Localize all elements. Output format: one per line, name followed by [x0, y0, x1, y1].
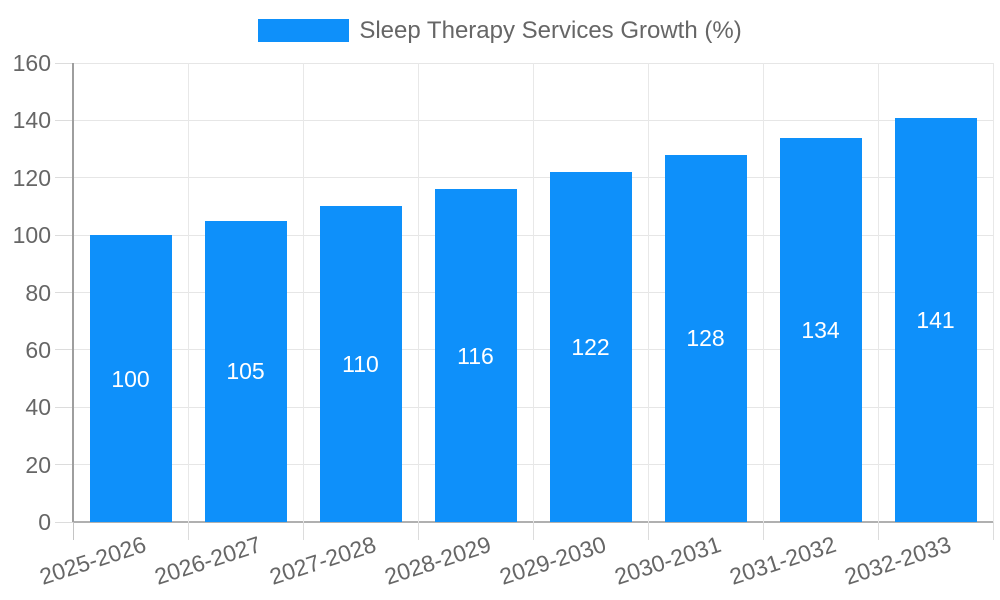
legend-swatch[interactable]: [258, 19, 350, 42]
bar[interactable]: 134: [779, 137, 862, 522]
y-axis-tick: [55, 292, 73, 293]
x-axis-tick: [647, 522, 649, 540]
y-axis-label: 120: [12, 164, 51, 191]
y-axis-tick: [55, 406, 73, 408]
bar[interactable]: 105: [204, 220, 287, 522]
y-axis-label: 40: [25, 394, 51, 421]
legend-label[interactable]: Sleep Therapy Services Growth (%): [359, 17, 742, 44]
bar-value-label: 110: [342, 351, 379, 378]
bar[interactable]: 122: [549, 172, 632, 522]
y-axis-line: [72, 63, 74, 522]
y-axis-tick: [55, 349, 73, 351]
y-axis-label: 140: [12, 107, 51, 134]
y-axis-tick: [55, 464, 73, 466]
y-axis-label: 160: [12, 50, 51, 76]
bar-value-label: 105: [226, 358, 265, 385]
gridline-vertical: [302, 63, 304, 522]
gridline-vertical: [877, 63, 879, 522]
gridline-vertical: [647, 63, 649, 522]
gridline-vertical: [532, 63, 534, 522]
x-axis-tick: [877, 522, 879, 540]
gridline-vertical: [992, 63, 994, 522]
bar[interactable]: 128: [664, 154, 747, 522]
x-axis-tick: [72, 522, 74, 540]
bar-value-label: 116: [457, 342, 494, 369]
bar[interactable]: 100: [89, 235, 172, 522]
x-axis-tick: [302, 522, 304, 540]
bar-value-label: 141: [916, 306, 955, 333]
bar-value-label: 128: [686, 325, 725, 352]
y-axis-tick: [55, 62, 73, 64]
bar-value-label: 134: [801, 316, 840, 343]
bar-value-label: 100: [111, 365, 150, 392]
y-axis-tick: [55, 119, 73, 121]
y-axis-label: 80: [25, 279, 51, 306]
y-axis-tick: [55, 521, 73, 523]
y-axis-tick: [55, 177, 73, 179]
x-axis-tick: [532, 522, 534, 540]
y-axis-tick: [55, 234, 73, 236]
y-axis-label: 20: [25, 451, 51, 478]
gridline-vertical: [417, 63, 419, 522]
x-axis-tick: [992, 522, 994, 540]
bar[interactable]: 116: [434, 189, 517, 522]
x-axis-tick: [762, 522, 764, 540]
y-axis-label: 100: [12, 222, 51, 249]
x-axis-tick: [417, 522, 419, 540]
bar[interactable]: 141: [894, 117, 977, 522]
bar[interactable]: 110: [319, 206, 402, 522]
x-axis-tick: [187, 522, 189, 540]
bar-value-label: 122: [571, 333, 610, 360]
legend[interactable]: Sleep Therapy Services Growth (%): [0, 17, 1000, 44]
y-axis-label: 60: [25, 336, 51, 363]
gridline-vertical: [762, 63, 764, 522]
gridline-vertical: [187, 63, 189, 522]
y-axis-label: 0: [38, 509, 51, 535]
